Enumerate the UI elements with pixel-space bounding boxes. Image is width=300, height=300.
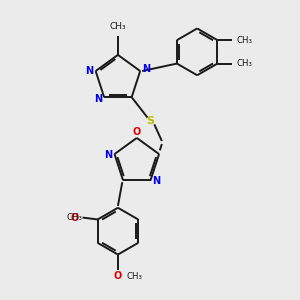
- Text: N: N: [152, 176, 160, 186]
- Text: S: S: [146, 116, 154, 126]
- Text: CH₃: CH₃: [237, 36, 253, 45]
- Text: N: N: [142, 64, 150, 74]
- Text: N: N: [104, 150, 112, 160]
- Text: CH₃: CH₃: [126, 272, 142, 281]
- Text: O: O: [114, 271, 122, 281]
- Text: CH₃: CH₃: [110, 22, 126, 31]
- Text: N: N: [94, 94, 103, 104]
- Text: CH₃: CH₃: [66, 213, 82, 222]
- Text: O: O: [133, 127, 141, 137]
- Text: O: O: [71, 213, 79, 223]
- Text: CH₃: CH₃: [237, 59, 253, 68]
- Text: N: N: [85, 66, 93, 76]
